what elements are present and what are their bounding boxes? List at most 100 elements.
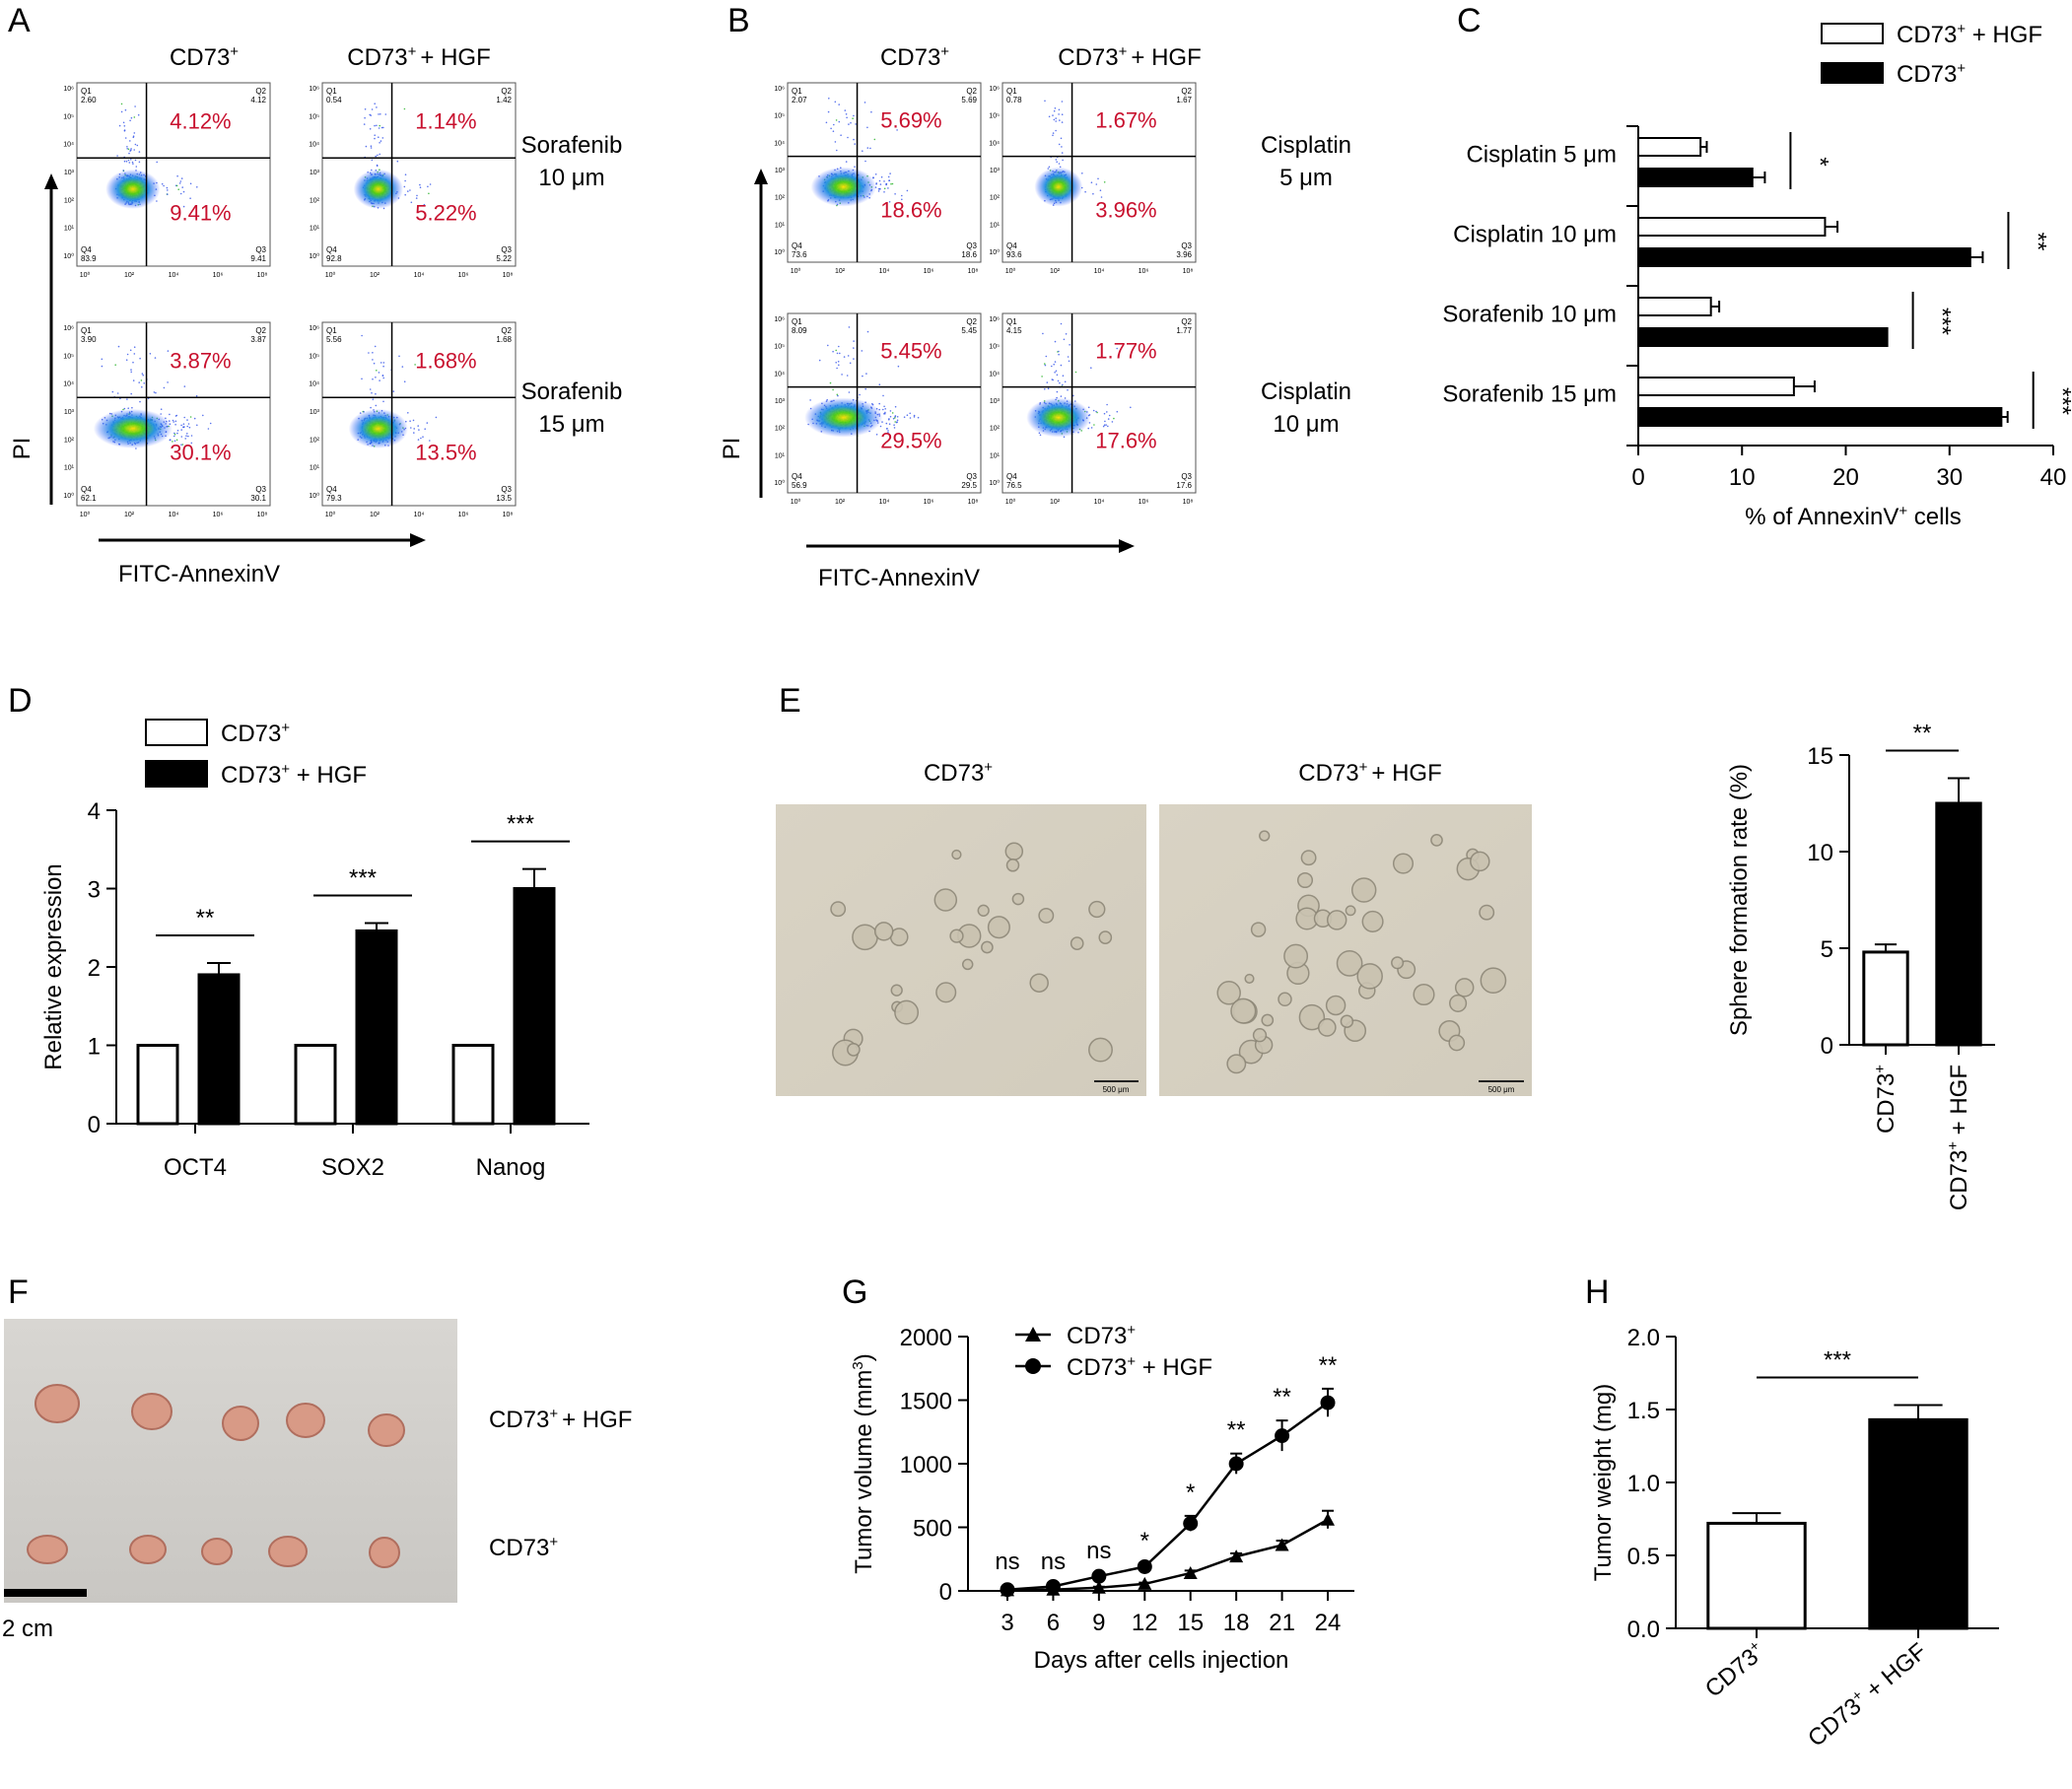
flow-q2-label: Q2 [255,87,266,96]
y-axis-label: Relative expression [40,863,67,1069]
flow-event [364,116,366,119]
flow-event [862,150,863,152]
flow-y-tick: 10⁵ [774,113,785,120]
sphere [1356,963,1383,990]
x-tick-label: 12 [1132,1610,1158,1636]
flow-q3-value: 5.22 [496,254,512,263]
flow-lower-percent: 9.41% [170,201,231,226]
flow-event [173,440,176,443]
flow-event [866,147,869,149]
flow-event [1054,107,1057,109]
flow-event [427,185,429,188]
flow-event [1061,113,1064,115]
flow-event [183,416,185,419]
flow-event [1096,411,1098,414]
flow-x-tick: 10⁰ [791,498,801,506]
flow-density-cloud [1026,397,1091,438]
flow-event [181,186,183,188]
flow-event [1067,388,1069,391]
sphere [1278,992,1292,1007]
flow-event [1058,113,1060,115]
flow-event [894,421,896,423]
flow-event [132,379,135,381]
flow-event [827,344,829,347]
flow-x-tick: 10⁸ [257,272,268,279]
flow-y-tick: 10⁴ [309,142,319,149]
flow-event [1046,381,1049,383]
sphere [1252,1028,1268,1043]
flow-event [126,148,128,150]
flow-y-tick: 10⁴ [774,140,785,147]
flow-event [129,150,131,152]
flow-q3-value: 9.41 [250,254,266,263]
y-category-label: Cisplatin 5 μm [1466,141,1617,168]
tumor-photo-scale-label: 2 cm [2,1616,53,1642]
flow-event [833,123,835,126]
bar [1637,327,1889,347]
flow-event [909,412,911,415]
sphere [1244,973,1255,984]
flow-event [855,123,857,125]
flow-q2-label: Q2 [966,87,977,96]
flow-x-tick: 10⁰ [325,511,336,518]
flow-q3-value: 17.6 [1176,481,1192,490]
flow-event [1092,409,1095,412]
significance-label: ** [1319,1352,1338,1379]
flow-event [123,125,126,127]
sphere [1005,859,1020,872]
y-tick-label: 2000 [900,1325,952,1351]
sphere [951,849,962,860]
flow-event [176,432,178,435]
flow-frame [1001,312,1197,494]
flow-event [129,349,132,352]
flow-y-tick: 10² [64,437,75,444]
tumor [368,1413,405,1447]
flow-event [122,121,125,124]
x-tick-label: 21 [1269,1610,1295,1636]
flow-event [133,116,136,118]
flow-event [1130,406,1132,409]
significance-label: * [1140,1528,1149,1554]
flow-event [127,407,129,410]
flow-event [134,105,136,107]
flow-event [829,381,832,384]
flow-event [1092,192,1094,195]
flow-x-tick: 10⁴ [169,512,179,518]
tumor [222,1406,259,1441]
flow-event [429,183,432,185]
flow-event [126,146,128,148]
flow-event [130,392,132,395]
micrograph-scale-label-1: 500 μm [1103,1085,1130,1094]
flow-y-tick: 10³ [310,409,320,416]
flow-y-tick: 10⁶ [63,86,74,93]
tumor [129,1535,167,1564]
panel-b-col-title-2: CD73+ + HGF [1058,43,1201,71]
series-line [1006,1518,1329,1592]
flow-event [181,444,184,446]
flow-event [1103,424,1106,427]
flow-event [1093,424,1095,426]
flow-event [138,151,141,153]
flow-event [889,172,891,174]
flow-event [163,386,166,389]
flow-event [398,355,400,358]
flow-event [130,159,132,161]
flow-event [1054,340,1057,343]
flow-y-tick: 10² [775,426,786,433]
flow-event [188,426,191,429]
flow-x-tick: 10⁴ [169,272,179,279]
flow-event [1065,333,1068,335]
flow-event [373,362,376,365]
flow-event [1107,418,1110,420]
flow-event [884,412,886,415]
flow-event [885,182,887,185]
sphere [894,999,920,1025]
sphere [1345,905,1356,917]
legend-label: CD73+ + HGF [1067,1354,1212,1381]
flow-event [1054,361,1057,363]
flow-event [1056,161,1058,163]
flow-upper-percent: 1.14% [415,109,476,134]
flow-q2-value: 3.87 [250,335,266,344]
flow-event [369,128,372,130]
flow-event [1055,159,1058,161]
